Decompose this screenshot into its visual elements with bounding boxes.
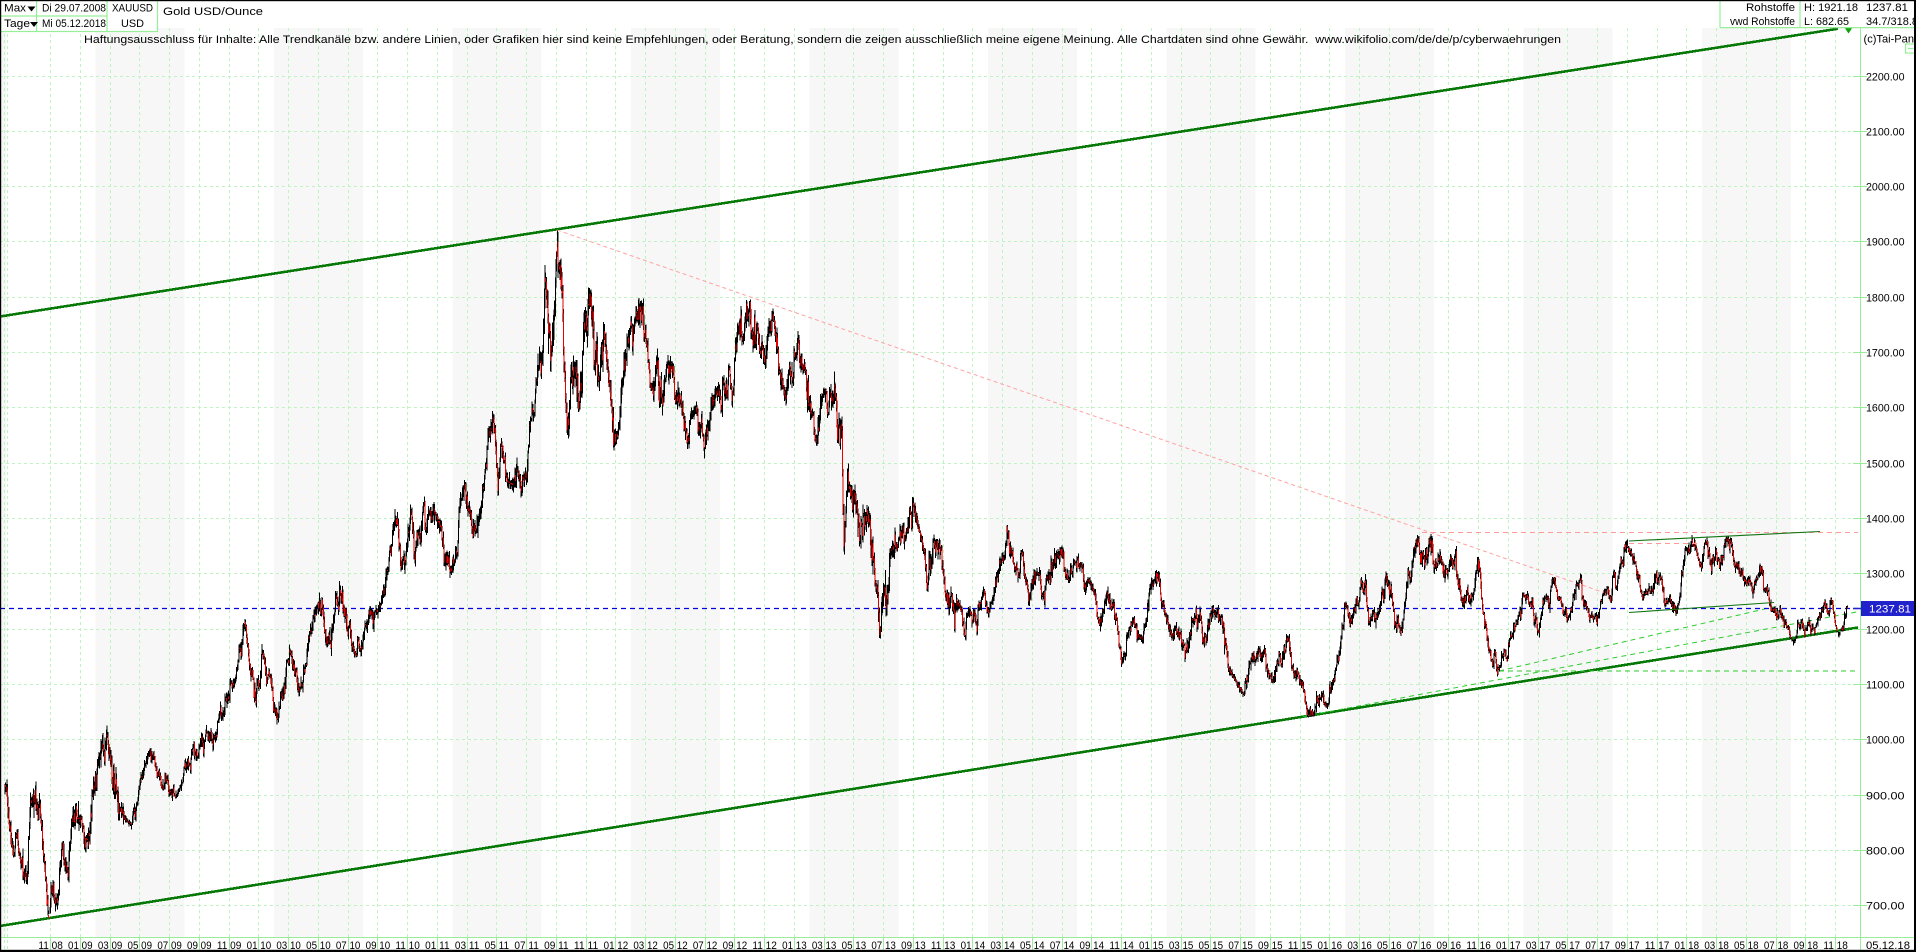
svg-text:1237.81: 1237.81 <box>1866 2 1908 14</box>
svg-text:09 13: 09 13 <box>901 940 926 952</box>
svg-text:09 09: 09 09 <box>187 940 212 952</box>
svg-text:1200.00: 1200.00 <box>1866 625 1905 637</box>
svg-text:03 09: 03 09 <box>98 940 123 952</box>
svg-text:1237.81: 1237.81 <box>1869 604 1911 616</box>
svg-text:05.12.18: 05.12.18 <box>1866 940 1910 952</box>
svg-text:05 17: 05 17 <box>1556 940 1581 952</box>
svg-text:11 14: 11 14 <box>1109 940 1134 952</box>
svg-text:03 11: 03 11 <box>455 940 480 952</box>
svg-text:07 12: 07 12 <box>693 940 718 952</box>
svg-text:07 14: 07 14 <box>1050 940 1075 952</box>
svg-text:vwd Rohstoffe: vwd Rohstoffe <box>1730 16 1795 28</box>
svg-text:11 10: 11 10 <box>395 940 420 952</box>
svg-text:03 16: 03 16 <box>1347 940 1372 952</box>
svg-text:Mi 05.12.2018: Mi 05.12.2018 <box>42 18 106 30</box>
svg-text:07 16: 07 16 <box>1407 940 1432 952</box>
svg-text:11 09: 11 09 <box>217 940 242 952</box>
svg-text:700.00: 700.00 <box>1866 901 1905 913</box>
svg-text:11 16: 11 16 <box>1466 940 1491 952</box>
svg-text:Di 29.07.2008: Di 29.07.2008 <box>42 3 106 15</box>
svg-text:05 11: 05 11 <box>485 940 510 952</box>
svg-text:L: 682.65: L: 682.65 <box>1804 16 1849 28</box>
svg-text:07 13: 07 13 <box>871 940 896 952</box>
svg-text:XAUUSD: XAUUSD <box>112 3 153 15</box>
svg-text:03 14: 03 14 <box>990 940 1015 952</box>
svg-text:Rohstoffe: Rohstoffe <box>1746 2 1795 14</box>
svg-text:01 11: 01 11 <box>425 940 450 952</box>
svg-text:03 18: 03 18 <box>1704 940 1729 952</box>
svg-text:09 10: 09 10 <box>366 940 391 952</box>
svg-text:07 18: 07 18 <box>1764 940 1789 952</box>
svg-text:1400.00: 1400.00 <box>1866 514 1905 526</box>
svg-text:07 10: 07 10 <box>336 940 361 952</box>
svg-text:07 15: 07 15 <box>1228 940 1253 952</box>
svg-text:07 17: 07 17 <box>1585 940 1610 952</box>
svg-text:05 15: 05 15 <box>1199 940 1224 952</box>
svg-text:03 12: 03 12 <box>633 940 658 952</box>
svg-text:1100.00: 1100.00 <box>1866 680 1905 692</box>
svg-text:1900.00: 1900.00 <box>1866 237 1905 249</box>
svg-text:1800.00: 1800.00 <box>1866 293 1905 305</box>
svg-text:09 14: 09 14 <box>1080 940 1105 952</box>
svg-text:11 18: 11 18 <box>1823 940 1848 952</box>
svg-text:H: 1921.18: H: 1921.18 <box>1804 2 1858 14</box>
svg-text:05 14: 05 14 <box>1020 940 1045 952</box>
svg-text:01 15: 01 15 <box>1139 940 1164 952</box>
svg-text:05 18: 05 18 <box>1734 940 1759 952</box>
svg-text:11 08: 11 08 <box>38 940 63 952</box>
svg-text:1500.00: 1500.00 <box>1866 459 1905 471</box>
svg-text:09 18: 09 18 <box>1794 940 1819 952</box>
svg-text:1600.00: 1600.00 <box>1866 403 1905 415</box>
svg-text:11 17: 11 17 <box>1645 940 1670 952</box>
svg-text:1700.00: 1700.00 <box>1866 348 1905 360</box>
svg-text:2200.00: 2200.00 <box>1866 72 1905 84</box>
svg-text:(c)Tai-Pan: (c)Tai-Pan <box>1864 34 1915 46</box>
svg-text:05 16: 05 16 <box>1377 940 1402 952</box>
svg-text:Max: Max <box>4 3 27 15</box>
svg-text:Tage: Tage <box>4 18 30 30</box>
svg-text:09 15: 09 15 <box>1258 940 1283 952</box>
svg-text:01 16: 01 16 <box>1318 940 1343 952</box>
svg-text:34.7/318.8: 34.7/318.8 <box>1866 16 1916 28</box>
svg-text:11 15: 11 15 <box>1288 940 1313 952</box>
svg-text:09 12: 09 12 <box>723 940 748 952</box>
svg-text:01 10: 01 10 <box>247 940 272 952</box>
svg-text:11 13: 11 13 <box>931 940 956 952</box>
svg-text:03 13: 03 13 <box>812 940 837 952</box>
svg-text:05 10: 05 10 <box>306 940 331 952</box>
svg-text:11 12: 11 12 <box>752 940 777 952</box>
svg-text:01 12: 01 12 <box>604 940 629 952</box>
svg-text:01 17: 01 17 <box>1496 940 1521 952</box>
svg-text:1000.00: 1000.00 <box>1866 735 1905 747</box>
svg-text:05 13: 05 13 <box>842 940 867 952</box>
svg-text:Haftungsausschluss für Inhalte: Haftungsausschluss für Inhalte: Alle Tre… <box>84 34 1561 46</box>
svg-text:05 09: 05 09 <box>128 940 153 952</box>
svg-text:09 16: 09 16 <box>1437 940 1462 952</box>
svg-text:01 14: 01 14 <box>961 940 986 952</box>
svg-text:1300.00: 1300.00 <box>1866 569 1905 581</box>
svg-text:03 15: 03 15 <box>1169 940 1194 952</box>
svg-text:05 12: 05 12 <box>663 940 688 952</box>
svg-text:2000.00: 2000.00 <box>1866 182 1905 194</box>
svg-text:900.00: 900.00 <box>1866 791 1905 803</box>
svg-text:03 10: 03 10 <box>276 940 301 952</box>
svg-text:01 13: 01 13 <box>782 940 807 952</box>
svg-text:09 17: 09 17 <box>1615 940 1640 952</box>
svg-text:03 17: 03 17 <box>1526 940 1551 952</box>
svg-text:2100.00: 2100.00 <box>1866 127 1905 139</box>
svg-text:USD: USD <box>121 18 144 30</box>
svg-text:09 11: 09 11 <box>544 940 569 952</box>
svg-text:Gold USD/Ounce: Gold USD/Ounce <box>163 6 263 18</box>
svg-text:01 18: 01 18 <box>1675 940 1700 952</box>
svg-text:01 09: 01 09 <box>68 940 93 952</box>
svg-text:11 11: 11 11 <box>574 940 599 952</box>
svg-text:800.00: 800.00 <box>1866 846 1905 858</box>
svg-text:07 09: 07 09 <box>157 940 182 952</box>
svg-text:07 11: 07 11 <box>514 940 539 952</box>
